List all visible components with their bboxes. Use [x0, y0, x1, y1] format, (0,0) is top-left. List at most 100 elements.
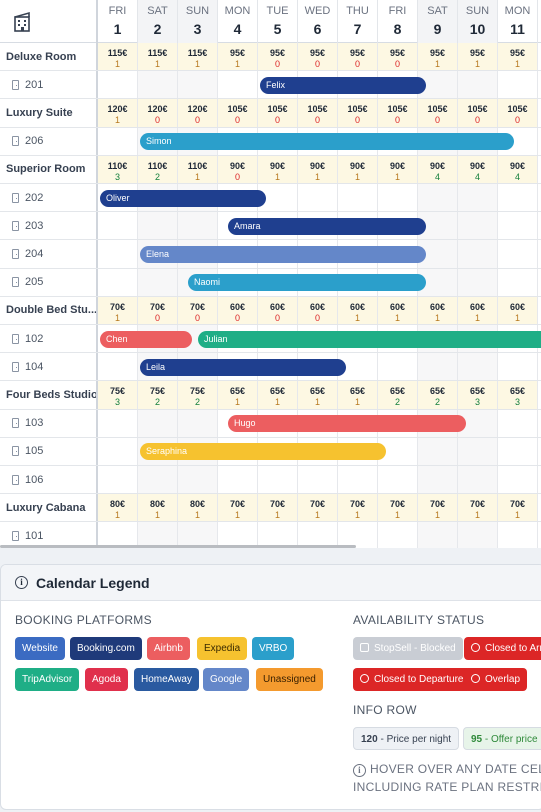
date-cell[interactable]: [98, 466, 138, 494]
date-cell[interactable]: [498, 522, 538, 548]
room-label[interactable]: 106: [0, 466, 98, 494]
room-label[interactable]: 105: [0, 437, 98, 465]
price-cell[interactable]: 95€ 0: [298, 43, 338, 71]
date-cell[interactable]: [498, 409, 538, 437]
date-cell[interactable]: [338, 184, 378, 212]
booking-bar[interactable]: Simon: [140, 133, 514, 151]
price-cell[interactable]: 105€ 0: [338, 99, 378, 127]
price-cell[interactable]: 95€ 1: [218, 43, 258, 71]
room-label[interactable]: 104: [0, 353, 98, 381]
price-cell[interactable]: 120€ 0: [178, 99, 218, 127]
price-cell[interactable]: 90€ 0: [218, 155, 258, 183]
date-cell[interactable]: [458, 184, 498, 212]
date-cell[interactable]: [258, 466, 298, 494]
price-cell[interactable]: 90€ 1: [298, 155, 338, 183]
date-cell[interactable]: [458, 71, 498, 99]
price-cell[interactable]: 70€ 1: [258, 494, 298, 522]
day-header[interactable]: WED 6: [298, 0, 338, 43]
price-cell[interactable]: 60€ 1: [378, 296, 418, 324]
date-cell[interactable]: [98, 127, 138, 155]
date-cell[interactable]: [458, 466, 498, 494]
price-cell[interactable]: 60€ 0: [298, 296, 338, 324]
price-cell[interactable]: 70€ 1: [498, 494, 538, 522]
price-cell[interactable]: 65€ 1: [338, 381, 378, 409]
date-cell[interactable]: [218, 522, 258, 548]
price-cell[interactable]: 90€ 4: [498, 155, 538, 183]
price-cell[interactable]: 60€ 1: [418, 296, 458, 324]
date-cell[interactable]: [418, 353, 458, 381]
price-cell[interactable]: 90€ 1: [378, 155, 418, 183]
price-cell[interactable]: 110€ 1: [178, 155, 218, 183]
date-cell[interactable]: [458, 240, 498, 268]
price-cell[interactable]: 110€ 3: [98, 155, 138, 183]
price-cell[interactable]: 70€ 1: [98, 296, 138, 324]
date-cell[interactable]: [498, 353, 538, 381]
price-cell[interactable]: 80€ 1: [138, 494, 178, 522]
price-cell[interactable]: 60€ 0: [218, 296, 258, 324]
price-cell[interactable]: 75€ 3: [98, 381, 138, 409]
price-cell[interactable]: 65€ 1: [258, 381, 298, 409]
booking-bar[interactable]: Naomi: [188, 274, 426, 292]
room-type-label[interactable]: Four Beds Studio: [0, 381, 98, 409]
price-cell[interactable]: 90€ 1: [338, 155, 378, 183]
day-header[interactable]: MON 4: [218, 0, 258, 43]
date-cell[interactable]: [138, 268, 178, 296]
date-cell[interactable]: [298, 522, 338, 548]
day-header[interactable]: SUN 10: [458, 0, 498, 43]
date-cell[interactable]: [138, 71, 178, 99]
price-cell[interactable]: 90€ 4: [458, 155, 498, 183]
date-cell[interactable]: [178, 212, 218, 240]
date-cell[interactable]: [138, 212, 178, 240]
price-cell[interactable]: 95€ 1: [498, 43, 538, 71]
date-cell[interactable]: [98, 212, 138, 240]
price-cell[interactable]: 115€ 1: [178, 43, 218, 71]
date-cell[interactable]: [98, 268, 138, 296]
price-cell[interactable]: 90€ 4: [418, 155, 458, 183]
date-cell[interactable]: [498, 240, 538, 268]
day-header[interactable]: TUE 5: [258, 0, 298, 43]
date-cell[interactable]: [418, 522, 458, 548]
date-cell[interactable]: [378, 437, 418, 465]
price-cell[interactable]: 80€ 1: [178, 494, 218, 522]
date-cell[interactable]: [498, 184, 538, 212]
room-label[interactable]: 202: [0, 184, 98, 212]
date-cell[interactable]: [418, 184, 458, 212]
price-cell[interactable]: 105€ 0: [298, 99, 338, 127]
room-label[interactable]: 201: [0, 71, 98, 99]
price-cell[interactable]: 70€ 0: [138, 296, 178, 324]
day-header[interactable]: SUN 3: [178, 0, 218, 43]
date-cell[interactable]: [98, 240, 138, 268]
date-cell[interactable]: [258, 522, 298, 548]
room-label[interactable]: 103: [0, 409, 98, 437]
room-type-label[interactable]: Deluxe Room: [0, 43, 98, 71]
price-cell[interactable]: 95€ 0: [338, 43, 378, 71]
day-header[interactable]: FRI 1: [98, 0, 138, 43]
price-cell[interactable]: 65€ 3: [458, 381, 498, 409]
price-cell[interactable]: 60€ 0: [258, 296, 298, 324]
booking-bar[interactable]: Julian: [198, 330, 541, 348]
room-label[interactable]: 102: [0, 325, 98, 353]
room-label[interactable]: 203: [0, 212, 98, 240]
date-cell[interactable]: [458, 437, 498, 465]
price-cell[interactable]: 60€ 1: [498, 296, 538, 324]
date-cell[interactable]: [138, 466, 178, 494]
date-cell[interactable]: [98, 522, 138, 548]
date-cell[interactable]: [98, 353, 138, 381]
price-cell[interactable]: 95€ 0: [378, 43, 418, 71]
date-cell[interactable]: [498, 212, 538, 240]
price-cell[interactable]: 75€ 2: [138, 381, 178, 409]
room-label[interactable]: 204: [0, 240, 98, 268]
price-cell[interactable]: 65€ 1: [218, 381, 258, 409]
booking-bar[interactable]: Chen: [100, 330, 192, 348]
day-header[interactable]: SAT 9: [418, 0, 458, 43]
price-cell[interactable]: 65€ 3: [498, 381, 538, 409]
price-cell[interactable]: 70€ 1: [298, 494, 338, 522]
price-cell[interactable]: 110€ 2: [138, 155, 178, 183]
day-header[interactable]: SAT 2: [138, 0, 178, 43]
date-cell[interactable]: [458, 268, 498, 296]
date-cell[interactable]: [498, 466, 538, 494]
room-type-label[interactable]: Luxury Cabana: [0, 494, 98, 522]
booking-bar[interactable]: Seraphina: [140, 443, 386, 461]
date-cell[interactable]: [378, 184, 418, 212]
price-cell[interactable]: 120€ 1: [98, 99, 138, 127]
